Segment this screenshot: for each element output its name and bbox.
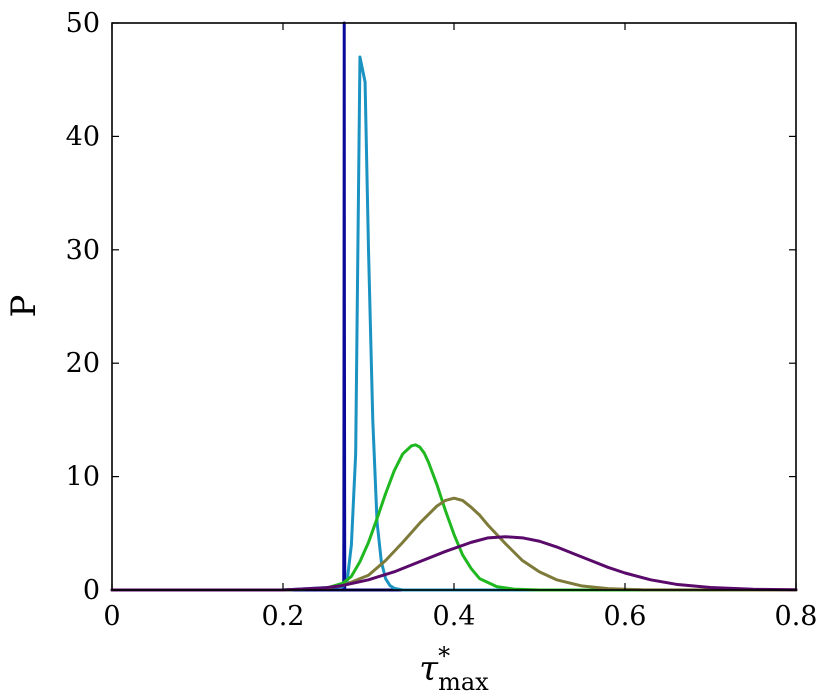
series-line-4 [110, 496, 798, 592]
axis-ticks [111, 22, 797, 591]
series-line-3 [110, 443, 798, 592]
x-axis-label-superscript: * [438, 642, 450, 670]
x-tick-label: 0.4 [433, 601, 476, 632]
x-tick-label: 0.6 [604, 601, 647, 632]
plot-frame [111, 22, 797, 591]
axis-tick-labels: 0 0.2 0.4 0.6 0.8 0 10 20 30 40 50 [66, 8, 818, 632]
x-axis-label-subscript: max [438, 668, 489, 696]
y-axis-label-text: P [4, 295, 44, 318]
x-tick-label: 0.8 [775, 601, 818, 632]
y-tick-label: 50 [66, 8, 100, 39]
y-tick-label: 30 [66, 235, 100, 266]
y-tick-label: 40 [66, 121, 100, 152]
series-line-5 [110, 535, 798, 592]
y-tick-label: 20 [66, 348, 100, 379]
y-tick-label: 10 [66, 462, 100, 493]
series-layer [110, 21, 798, 592]
x-tick-label: 0 [103, 601, 120, 632]
x-axis-label: τ* max [419, 642, 489, 696]
series-line-2 [110, 55, 798, 592]
y-axis-label: P [4, 295, 44, 318]
series-line-1 [110, 21, 798, 592]
x-tick-label: 0.2 [262, 601, 305, 632]
x-axis-label-base: τ [419, 649, 439, 689]
y-tick-label: 0 [83, 575, 100, 606]
